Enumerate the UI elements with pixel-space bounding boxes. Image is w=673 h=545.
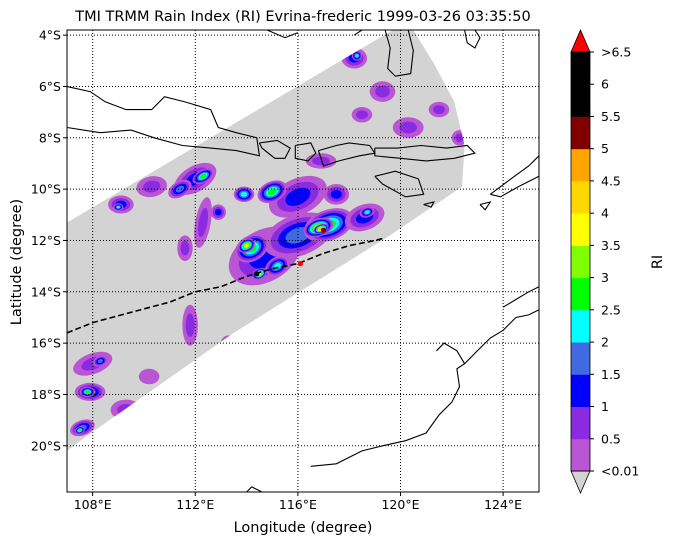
storm-position-marker: [297, 261, 303, 267]
coastline: [310, 363, 465, 467]
rain-cell: [240, 191, 248, 197]
x-tick-label: 112°E: [176, 497, 214, 512]
coastline: [294, 142, 317, 162]
rain-cell: [97, 359, 104, 364]
rain-cell: [355, 54, 359, 58]
coastline: [423, 201, 435, 208]
colorbar-segment: [571, 245, 590, 279]
y-tick-label: 6°S: [39, 79, 61, 94]
colorbar-segment: [571, 277, 590, 311]
storm-position-marker: [254, 271, 260, 277]
colorbar-segment: [571, 116, 590, 150]
coastline: [502, 286, 539, 308]
chart-title: TMI TRMM Rain Index (RI) Evrina-frederic…: [74, 9, 531, 25]
x-tick-label: 116°E: [279, 497, 317, 512]
colorbar-label: RI: [650, 255, 666, 269]
rain-cell: [116, 205, 120, 209]
plot-frame: [66, 29, 540, 493]
coastline: [384, 30, 414, 77]
storm-track-line: [67, 237, 386, 334]
map-plot-area: [66, 29, 540, 493]
rain-cell: [185, 313, 195, 338]
rain-cell: [85, 390, 90, 394]
rain-cell: [267, 188, 277, 196]
rain-cell: [138, 368, 160, 385]
colorbar-segment: [571, 374, 590, 407]
y-tick-label: 8°S: [39, 130, 61, 145]
colorbar-segment: [571, 438, 590, 472]
rain-cell: [330, 189, 342, 199]
coastline: [336, 30, 363, 36]
colorbar-segment: [571, 84, 590, 117]
colorbar-tick-label: 6: [601, 77, 609, 92]
rain-cell: [199, 173, 207, 179]
colorbar-segment: [571, 342, 590, 375]
rain-cell: [375, 85, 390, 98]
rain-cell: [312, 156, 330, 166]
coastline: [246, 486, 263, 492]
coastlines: [67, 30, 539, 492]
coastline: [374, 170, 425, 198]
coastline: [479, 201, 492, 211]
colorbar-tick-label: 3: [601, 270, 609, 285]
x-axis-ticks: 108°E 112°E 116°E 120°E 124°E: [74, 492, 522, 512]
colorbar-segment: [571, 213, 590, 246]
y-tick-label: 10°S: [31, 182, 61, 197]
x-tick-label: 108°E: [74, 497, 112, 512]
colorbar-tick-label: 0.5: [601, 431, 621, 446]
coastline: [374, 144, 476, 162]
colorbar-tick-label: 2: [601, 335, 609, 350]
coastline: [436, 309, 539, 365]
colorbar-segment: [571, 406, 590, 440]
rain-cell: [455, 133, 464, 143]
colorbar-tick-label: <0.01: [601, 464, 639, 479]
colorbar-tick-label: 5: [601, 141, 609, 156]
colorbar-tick-label: 2.5: [601, 302, 621, 317]
coastline: [258, 139, 291, 159]
x-tick-label: 124°E: [484, 497, 522, 512]
coastline: [266, 30, 299, 39]
x-axis-label: Longitude (degree): [234, 520, 373, 536]
rain-cell: [433, 105, 445, 114]
y-tick-label: 16°S: [31, 336, 61, 351]
rain-cell: [142, 180, 161, 193]
colorbar: <0.01 0.5 1 1.5 2 2.5 3 3.5 4 4.5 5 5.5 6 >6.5: [570, 28, 639, 495]
colorbar-frame: [570, 51, 591, 472]
colorbar-over-triangle: [570, 28, 591, 53]
rain-cell: [175, 185, 185, 193]
graticule: [67, 30, 539, 492]
rain-cell: [285, 187, 311, 206]
y-tick-label: 14°S: [31, 284, 61, 299]
y-axis-label: Latitude (degree): [9, 199, 25, 325]
y-tick-label: 18°S: [31, 387, 61, 402]
rain-cell: [356, 110, 368, 120]
rain-cell: [78, 429, 82, 432]
colorbar-tick-label: 4: [601, 206, 609, 221]
rain-cell: [180, 240, 190, 256]
colorbar-segment: [571, 148, 590, 182]
colorbar-tick-label: 4.5: [601, 173, 621, 188]
rain-cell: [215, 208, 222, 216]
colorbar-segment: [571, 180, 590, 214]
colorbar-tick-label: 5.5: [601, 109, 621, 124]
x-tick-label: 120°E: [381, 497, 419, 512]
y-tick-label: 4°S: [39, 28, 61, 43]
colorbar-tick-label: 3.5: [601, 238, 621, 253]
colorbar-tick-label: 1: [601, 399, 609, 414]
rain-cell: [244, 243, 249, 248]
colorbar-tick-label: 1.5: [601, 367, 621, 382]
colorbar-tick-label: >6.5: [601, 45, 631, 60]
colorbar-under-triangle: [570, 470, 591, 495]
y-axis-ticks: 4°S 6°S 8°S 10°S 12°S 14°S 16°S 18°S 20°S: [31, 28, 67, 453]
y-tick-label: 20°S: [31, 438, 61, 453]
storm-position-marker: [320, 227, 327, 233]
y-tick-label: 12°S: [31, 233, 61, 248]
rain-cell: [197, 207, 209, 238]
rain-cell: [364, 210, 370, 214]
colorbar-segment: [571, 309, 590, 343]
rain-cell: [399, 121, 418, 134]
storm-markers: [254, 227, 327, 277]
colorbar-segment: [571, 52, 590, 85]
